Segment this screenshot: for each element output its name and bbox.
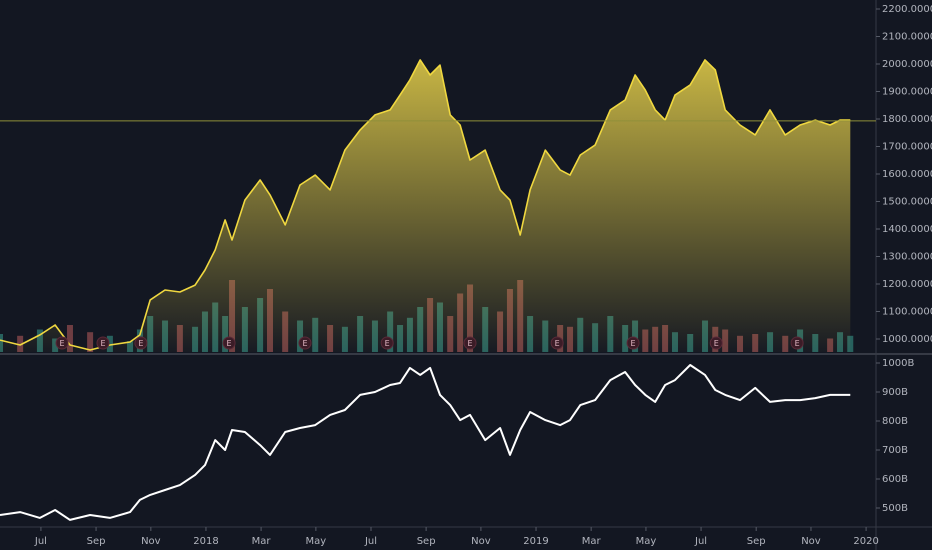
x-tick-label: 2018 (193, 536, 218, 547)
earnings-marker (550, 336, 564, 350)
volume-bar (106, 335, 113, 352)
x-tick-label: Mar (582, 536, 602, 547)
y-tick-label: 1000B (882, 358, 914, 369)
earnings-marker (380, 336, 394, 350)
earnings-label: E (138, 339, 143, 348)
volume-bar (17, 335, 24, 352)
y-tick-label: 800B (882, 416, 908, 427)
volume-bar (87, 332, 94, 352)
indicator-line (0, 364, 851, 521)
y-tick-label: 900B (882, 387, 908, 398)
earnings-label: E (714, 339, 719, 348)
earnings-marker (298, 336, 312, 350)
earnings-label: E (467, 339, 472, 348)
x-tick-label: Jul (34, 536, 47, 547)
price-area (0, 59, 851, 353)
x-tick-label: Sep (747, 536, 766, 547)
volume-bar (66, 325, 73, 352)
y-tick-label: 1500.0000000 (882, 196, 932, 207)
y-tick-label: 1600.0000000 (882, 169, 932, 180)
y-tick-label: 1800.0000000 (882, 114, 932, 125)
y-tick-label: 1100.0000000 (882, 306, 932, 317)
x-tick-label: Nov (141, 536, 161, 547)
earnings-label: E (227, 339, 232, 348)
earnings-label: E (631, 339, 636, 348)
y-tick-label: 500B (882, 503, 908, 514)
x-tick-label: Nov (471, 536, 491, 547)
x-tick-label: 2019 (523, 536, 548, 547)
y-tick-label: 1400.0000000 (882, 224, 932, 235)
y-tick-label: 600B (882, 474, 908, 485)
y-tick-label: 1700.0000000 (882, 141, 932, 152)
y-tick-label: 700B (882, 445, 908, 456)
earnings-marker (709, 336, 723, 350)
x-tick-label: Sep (87, 536, 106, 547)
price-line (0, 59, 851, 351)
earnings-marker (463, 336, 477, 350)
earnings-marker (96, 336, 110, 350)
earnings-marker (134, 336, 148, 350)
earnings-label: E (385, 339, 390, 348)
x-tick-label: May (306, 536, 327, 547)
x-tick-label: Sep (417, 536, 436, 547)
y-tick-label: 1300.0000000 (882, 251, 932, 262)
earnings-marker (222, 336, 236, 350)
x-tick-label: Mar (252, 536, 272, 547)
earnings-label: E (555, 339, 560, 348)
earnings-marker (790, 336, 804, 350)
earnings-label: E (100, 339, 105, 348)
y-tick-label: 2000.0000000 (882, 59, 932, 70)
x-tick-label: Nov (801, 536, 821, 547)
y-tick-label: 1000.0000000 (882, 334, 932, 345)
x-tick-label: May (636, 536, 657, 547)
earnings-marker (55, 336, 69, 350)
x-tick-label: Jul (364, 536, 377, 547)
earnings-label: E (60, 339, 65, 348)
y-tick-label: 2100.0000000 (882, 31, 932, 42)
earnings-label: E (302, 339, 307, 348)
earnings-label: E (795, 339, 800, 348)
earnings-marker (626, 336, 640, 350)
y-tick-label: 2200.0000000 (882, 4, 932, 15)
x-tick-label: 2020 (853, 536, 878, 547)
y-tick-label: 1200.0000000 (882, 279, 932, 290)
x-tick-label: Jul (694, 536, 707, 547)
y-tick-label: 1900.0000000 (882, 86, 932, 97)
